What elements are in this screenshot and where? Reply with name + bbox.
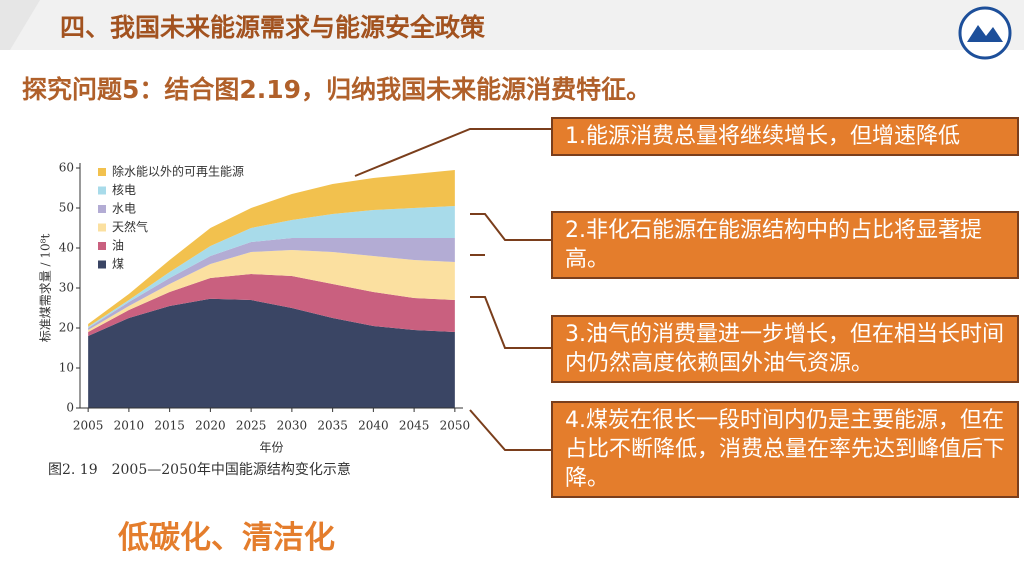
legend-label: 油 [112,239,124,253]
area [88,274,455,336]
legend-swatch [98,186,106,195]
area [88,298,455,408]
header-bar [0,0,1024,50]
header-deco [0,0,40,50]
question: 探究问题5：结合图2.19，归纳我国未来能源消费特征。 [22,75,652,104]
x-axis-label: 年份 [259,441,283,455]
x-tick-label: 2010 [114,419,145,433]
legend-swatch [98,168,106,176]
legend-swatch [98,205,106,213]
caption: 图2. 19 2005—2050年中国能源结构变化示意 [48,461,351,478]
area [88,250,455,332]
conclusion: 低碳化、清洁化 [118,520,335,556]
area [88,238,455,330]
x-tick-label: 2030 [277,419,308,433]
point-box: 1.能源消费总量将继续增长，但增速降低 [551,117,1019,156]
logo-mark [967,25,1003,42]
legend-label: 煤 [112,257,124,271]
x-tick-label: 2035 [317,419,348,433]
x-tick-label: 2040 [358,419,389,433]
header-title: 四、我国未来能源需求与能源安全政策 [60,13,486,42]
legend-label: 除水能以外的可再生能源 [112,164,244,179]
area [88,206,455,328]
connector [469,409,551,451]
point-box: 4.煤炭在很长一段时间内仍是主要能源，但在占比不断降低，消费总量在率先达到峰值后… [551,401,1019,498]
y-tick-label: 20 [59,321,74,335]
x-tick-label: 2015 [154,419,185,433]
x-tick-label: 2050 [440,419,471,433]
x-tick-label: 2045 [399,419,430,433]
legend-label: 天然气 [112,219,148,234]
point-box: 2.非化石能源在能源结构中的占比将显著提高。 [551,211,1019,279]
x-tick-label: 2020 [195,419,226,433]
logo [958,6,1012,60]
y-tick-label: 40 [59,241,74,255]
connector [470,296,551,349]
legend-label: 核电 [112,183,136,197]
legend-swatch [98,260,106,269]
connectors [354,128,551,451]
y-tick-label: 0 [66,401,74,415]
area [88,170,455,327]
point-box: 3.油气的消费量进一步增长，但在相当长时间内仍然高度依赖国外油气资源。 [551,315,1019,383]
connector [354,128,551,177]
y-axis-label: 标准煤需求量 / 10⁸t [39,234,53,343]
legend-swatch [98,242,106,250]
legend-swatch [98,223,106,232]
y-tick-label: 50 [59,201,74,215]
x-tick-label: 2025 [236,419,267,433]
legend-label: 水电 [112,202,136,216]
y-tick-label: 10 [59,361,74,375]
y-tick-label: 60 [59,161,74,175]
y-tick-label: 30 [59,281,74,295]
x-tick-label: 2005 [73,419,104,433]
connector [470,213,551,241]
